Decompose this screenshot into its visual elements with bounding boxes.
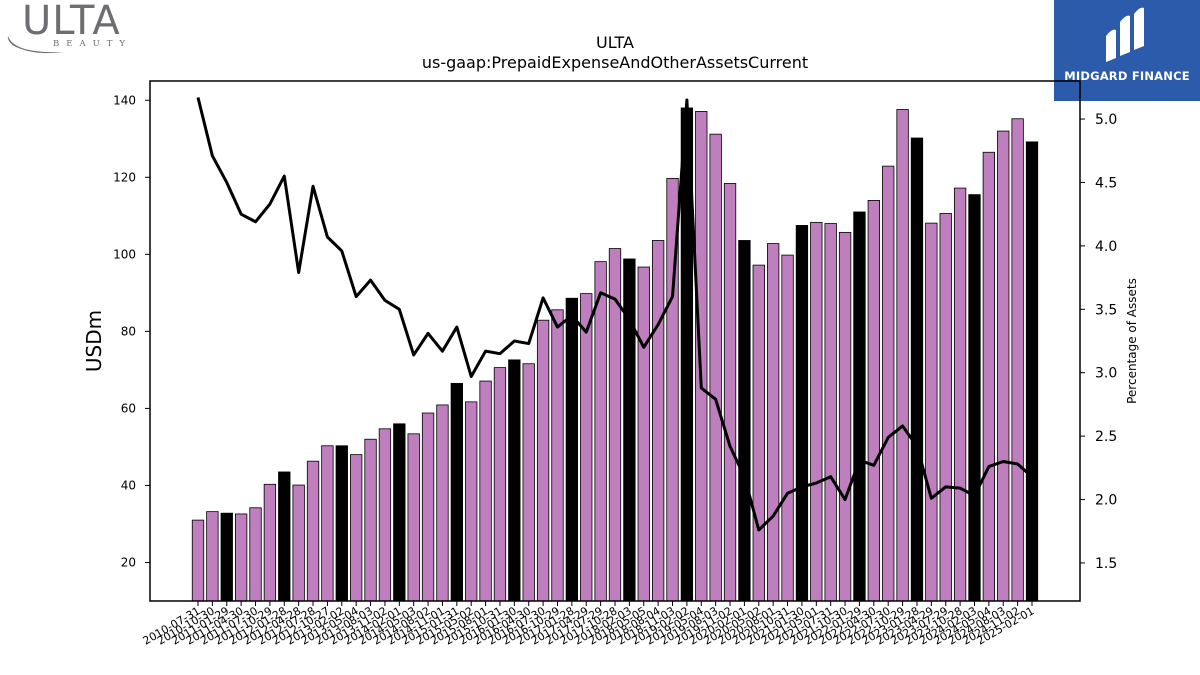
y2-tick-label: 5.0 [1095, 112, 1117, 128]
bar [551, 309, 564, 602]
y2-tick-label: 4.5 [1095, 175, 1117, 191]
bar [781, 254, 794, 602]
line-series [196, 97, 1033, 532]
bar [968, 194, 981, 602]
y-tick-label: 120 [113, 170, 136, 184]
left-axis: 20 40 60 80 100 120 140 [113, 93, 150, 569]
bar [393, 423, 406, 602]
bar [493, 367, 507, 602]
bar [767, 243, 780, 602]
bar [450, 382, 463, 602]
bar [508, 359, 521, 602]
bar [896, 109, 909, 602]
bar [910, 137, 924, 602]
bar [1011, 118, 1024, 602]
y-tick-label: 40 [121, 478, 136, 492]
chart-title: ULTA [596, 33, 634, 52]
bar [709, 133, 722, 602]
bar [436, 404, 449, 602]
bar [997, 130, 1010, 602]
bar [838, 231, 852, 602]
bar [321, 445, 334, 602]
bar [824, 223, 837, 602]
y-tick-label: 20 [121, 555, 136, 569]
y-axis-label: USDm [82, 310, 106, 372]
bar [263, 483, 277, 602]
bar [306, 460, 320, 602]
bar [637, 266, 650, 602]
bar [695, 111, 708, 602]
midgard-emblem-icon [1106, 7, 1144, 63]
bar [723, 183, 737, 602]
y-tick-label: 140 [113, 93, 136, 107]
bar [292, 484, 305, 602]
bar [234, 513, 248, 602]
bar [953, 187, 967, 602]
bar [421, 412, 435, 602]
right-axis: 1.5 2.0 2.5 3.0 3.5 4.0 4.5 5.0 [1080, 112, 1117, 572]
y-tick-label: 60 [121, 401, 136, 415]
bar [867, 200, 880, 602]
bar [206, 511, 219, 602]
bar [982, 151, 996, 602]
bar [278, 471, 291, 602]
bar [536, 319, 550, 602]
y2-tick-label: 3.5 [1095, 302, 1117, 318]
bar [479, 380, 492, 602]
bar [580, 293, 593, 602]
chart-subtitle: us-gaap:PrepaidExpenseAndOtherAssetsCurr… [422, 53, 808, 72]
y2-tick-label: 4.0 [1095, 239, 1117, 255]
bar [249, 507, 262, 602]
bar-series [191, 107, 1039, 602]
y2-tick-label: 2.5 [1095, 429, 1117, 445]
bar [795, 225, 809, 602]
ulta-logo-text: ULTA [22, 0, 121, 44]
bar [378, 428, 392, 602]
bar [810, 221, 823, 602]
y-tick-label: 80 [121, 324, 136, 338]
bar [364, 438, 377, 602]
bar [738, 240, 751, 602]
bar [623, 258, 636, 602]
bar [853, 211, 866, 602]
bar [465, 401, 478, 602]
percentage-line [196, 97, 1033, 532]
bar [939, 213, 952, 602]
y2-tick-label: 3.0 [1095, 366, 1117, 382]
y2-axis-label: Percentage of Assets [1125, 278, 1139, 404]
midgard-finance-logo: MIDGARD FINANCE [1054, 0, 1200, 101]
x-axis: 2010-07-312010-10-302011-01-292011-04-30… [141, 601, 1037, 648]
y2-tick-label: 1.5 [1095, 556, 1117, 572]
bar [925, 222, 938, 602]
bar [651, 240, 665, 602]
bar [407, 433, 420, 602]
ulta-logo: ULTA BEAUTY [4, 0, 134, 58]
bar [350, 454, 363, 602]
bar [565, 297, 579, 602]
bar [1025, 141, 1039, 602]
bar [191, 519, 205, 602]
bar [882, 165, 895, 602]
y2-tick-label: 2.0 [1095, 493, 1117, 509]
bar [594, 261, 607, 602]
bar [335, 445, 348, 602]
y-tick-label: 100 [113, 247, 136, 261]
ulta-logo-subtext: BEAUTY [53, 39, 133, 49]
ulta-swoosh-icon [7, 36, 64, 54]
bar [752, 264, 765, 602]
bar [220, 512, 233, 602]
brand-name: MIDGARD FINANCE [1064, 69, 1190, 83]
bar [522, 363, 535, 602]
